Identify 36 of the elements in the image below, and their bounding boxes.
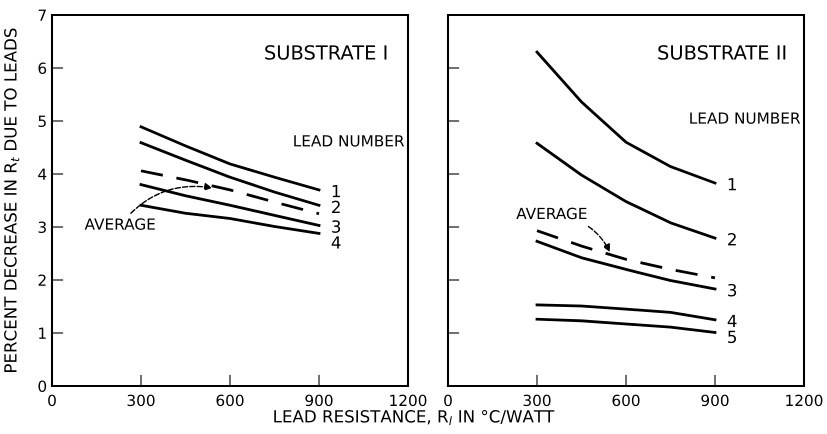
y-tick-label: 7 bbox=[38, 10, 46, 21]
x-tick-label: 0 bbox=[444, 394, 452, 406]
series-label: 5 bbox=[728, 330, 736, 344]
series-label: 2 bbox=[332, 200, 340, 214]
y-tick-label: 1 bbox=[39, 328, 46, 339]
series-label: 2 bbox=[728, 233, 736, 246]
text: SUBSTRATE I bbox=[265, 45, 386, 60]
x-tick-label: 900 bbox=[305, 394, 333, 406]
y-tick-label: 3 bbox=[38, 221, 46, 234]
x-tick-label: 0 bbox=[48, 394, 56, 406]
annotation: AVERAGE bbox=[84, 218, 155, 230]
series-label: 1 bbox=[728, 178, 736, 190]
x-tick-label: 300 bbox=[524, 394, 551, 406]
series-label: 3 bbox=[728, 284, 736, 296]
x-tick-label: 600 bbox=[612, 394, 640, 406]
series-label: 3 bbox=[332, 220, 340, 233]
x-axis-title: LEAD RESISTANCE, R$_{l}$ IN °C/WATT bbox=[274, 410, 554, 426]
y-tick-label: 4 bbox=[38, 168, 46, 180]
text: SUBSTRATE II bbox=[658, 45, 786, 60]
x-tick-label: 1200 bbox=[786, 394, 822, 406]
y-tick-label: 5 bbox=[38, 116, 46, 128]
line-series bbox=[140, 169, 320, 216]
annotation: LEAD NUMBER bbox=[294, 135, 404, 147]
x-tick-label: 900 bbox=[701, 394, 729, 406]
y-tick-label: 2 bbox=[38, 274, 46, 286]
x-tick-label: 600 bbox=[216, 394, 244, 406]
annotation: AVERAGE bbox=[516, 208, 586, 220]
x-tick-label: 1200 bbox=[390, 394, 426, 406]
y-axis-title: PERCENT DECREASE IN R$_{t}$ DUE TO LEADS bbox=[4, 28, 20, 372]
series-label: 4 bbox=[332, 236, 341, 249]
y-tick-label: 6 bbox=[38, 62, 46, 74]
series-label: 4 bbox=[728, 314, 737, 327]
y-tick-label: 0 bbox=[38, 380, 46, 392]
annotation: LEAD NUMBER bbox=[690, 112, 800, 124]
x-tick-label: 300 bbox=[128, 394, 155, 406]
series-label: 1 bbox=[332, 185, 340, 198]
